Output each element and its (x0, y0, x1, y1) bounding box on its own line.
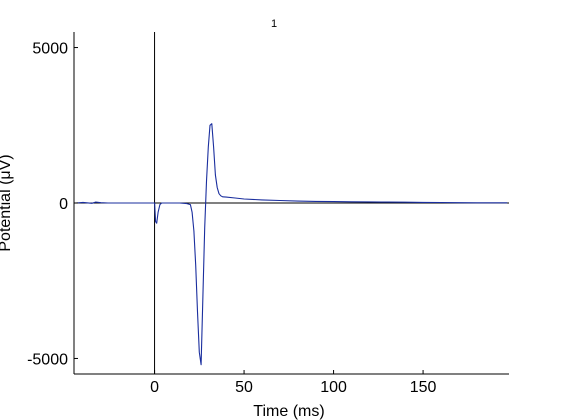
x-axis-ticks: 0 50 100 150 (150, 370, 437, 396)
y-tick-label: 0 (59, 196, 68, 213)
y-axis-label: Potential (μV) (0, 154, 14, 251)
x-tick-label: 100 (320, 379, 347, 396)
x-tick-label: 150 (410, 379, 437, 396)
x-tick-label: 50 (235, 379, 253, 396)
x-tick-label: 0 (150, 379, 159, 396)
y-axis-ticks: -5000 0 5000 (27, 41, 78, 368)
y-tick-label: 5000 (32, 41, 68, 58)
plot-area (73, 32, 509, 375)
y-tick-label: -5000 (27, 351, 68, 368)
series-line-1 (75, 123, 508, 366)
chart-title: 1 (271, 18, 277, 30)
x-axis-label: Time (ms) (253, 403, 324, 420)
